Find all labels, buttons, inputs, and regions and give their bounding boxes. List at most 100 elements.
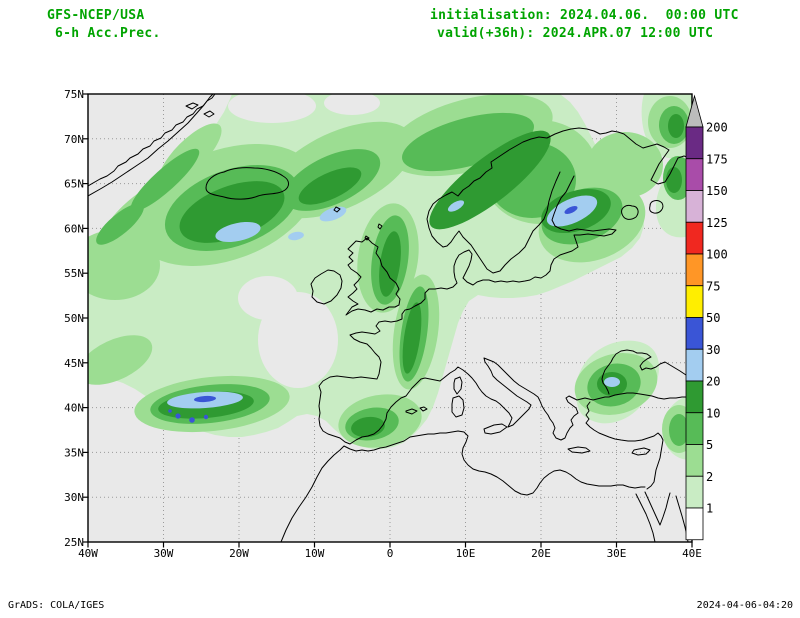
iceland-coastline xyxy=(205,167,289,200)
lat-label: 45N xyxy=(64,357,84,370)
dry-slot xyxy=(324,94,380,115)
lat-label: 40N xyxy=(64,402,84,415)
precip-core xyxy=(402,302,422,374)
greenland-coastline xyxy=(88,94,214,197)
precip-area xyxy=(88,230,160,300)
precip-area xyxy=(96,203,144,245)
precip-core xyxy=(298,167,362,205)
precipitation-shading xyxy=(88,94,692,460)
colorbar-label: 175 xyxy=(706,152,728,166)
precip-area xyxy=(130,148,200,212)
colorbar-label: 50 xyxy=(706,311,720,325)
precip-extreme xyxy=(189,417,195,423)
lat-label: 50N xyxy=(64,312,84,325)
sweden-coastline xyxy=(442,171,561,274)
colorbar-segment xyxy=(685,507,704,541)
precip-area xyxy=(88,335,153,385)
colorbar-segment xyxy=(685,475,704,509)
sardinia-coastline xyxy=(451,395,465,418)
balearic-islands xyxy=(405,406,428,415)
lake-onega xyxy=(649,200,664,214)
precip-max xyxy=(288,231,304,241)
colorbar-segment xyxy=(685,317,704,350)
island xyxy=(333,206,383,241)
lon-label: 20W xyxy=(229,547,249,560)
valid-time: valid(+36h): 2024.APR.07 12:00 UTC xyxy=(437,26,714,41)
ireland-coastline xyxy=(310,269,343,305)
colorbar-segment xyxy=(685,380,704,414)
precip-max xyxy=(319,206,347,222)
lat-label: 75N xyxy=(64,88,84,101)
precip-extreme xyxy=(175,413,181,419)
britain-coastline xyxy=(345,237,401,316)
lat-label: 35N xyxy=(64,446,84,459)
lon-label: 0 xyxy=(387,547,394,560)
dry-slot xyxy=(238,276,298,320)
precip-extreme xyxy=(203,414,209,420)
lon-label: 30E xyxy=(607,547,627,560)
colorbar-segment xyxy=(685,285,704,318)
colorbar-segment xyxy=(685,444,704,477)
colorbar-segment xyxy=(685,221,704,255)
axis-ticks xyxy=(82,93,693,548)
colorbar-label: 100 xyxy=(706,248,728,262)
colorbar-segment xyxy=(685,253,704,287)
precip-extreme xyxy=(168,409,172,413)
precip-core xyxy=(666,167,682,193)
precip-max xyxy=(215,221,261,243)
lon-label: 40W xyxy=(78,547,98,560)
lat-label: 65N xyxy=(64,178,84,191)
colorbar-label: 150 xyxy=(706,184,728,198)
cyprus-coastline xyxy=(631,447,651,456)
norway-kola-coastline xyxy=(426,127,692,248)
island xyxy=(185,102,215,118)
colorbar-label: 20 xyxy=(706,375,720,389)
colorbar-label: 30 xyxy=(706,343,720,357)
colorbar-segment xyxy=(685,412,704,445)
precip-core xyxy=(379,231,401,297)
init-time: initialisation: 2024.04.06. 00:00 UTC xyxy=(430,8,739,23)
precip-max xyxy=(447,200,465,212)
colorbar-segment xyxy=(685,126,704,160)
colorbar: 200 175 150 125 100 75 50 30 20 10 5 2 1 xyxy=(685,94,728,541)
europe-mainland-coastline xyxy=(318,175,692,445)
colorbar-label: 75 xyxy=(706,279,720,293)
colorbar-label: 200 xyxy=(706,121,728,135)
lon-label: 10E xyxy=(456,547,476,560)
lon-label: 40E xyxy=(682,547,702,560)
greenland-coastline xyxy=(88,94,216,187)
lat-label: 55N xyxy=(64,267,84,280)
colorbar-label: 5 xyxy=(706,438,713,452)
africa-coastline xyxy=(280,430,646,542)
blacksea-north-coastline xyxy=(601,349,692,395)
model-title: GFS-NCEP/USA xyxy=(47,8,145,23)
colorbar-label: 125 xyxy=(706,216,728,230)
sicily-coastline xyxy=(483,423,508,435)
lat-label: 60N xyxy=(64,222,84,235)
coastlines xyxy=(88,94,692,542)
precip-max xyxy=(604,377,620,387)
corsica-coastline xyxy=(453,376,463,395)
lat-label: 25N xyxy=(64,536,84,549)
product-title: 6-h Acc.Prec. xyxy=(55,26,161,41)
lon-label: 10W xyxy=(305,547,325,560)
precip-area xyxy=(587,132,663,198)
colorbar-label: 1 xyxy=(706,502,713,516)
turkey-levant-coastline xyxy=(585,401,664,490)
colorbar-label: 2 xyxy=(706,470,713,484)
dry-slot xyxy=(228,94,316,123)
colorbar-segment xyxy=(685,348,704,382)
lake-ladoga xyxy=(621,205,639,220)
lon-label: 30W xyxy=(154,547,174,560)
crete-coastline xyxy=(567,446,591,454)
precip-area xyxy=(669,414,689,446)
creation-timestamp: 2024-04-06-04:20 xyxy=(696,600,793,611)
lat-label: 70N xyxy=(64,133,84,146)
colorbar-label: 10 xyxy=(706,406,720,420)
grads-credit: GrADS: COLA/IGES xyxy=(8,600,105,611)
precip-extreme xyxy=(564,206,578,214)
colorbar-segment xyxy=(685,158,704,191)
lon-label: 20E xyxy=(531,547,551,560)
